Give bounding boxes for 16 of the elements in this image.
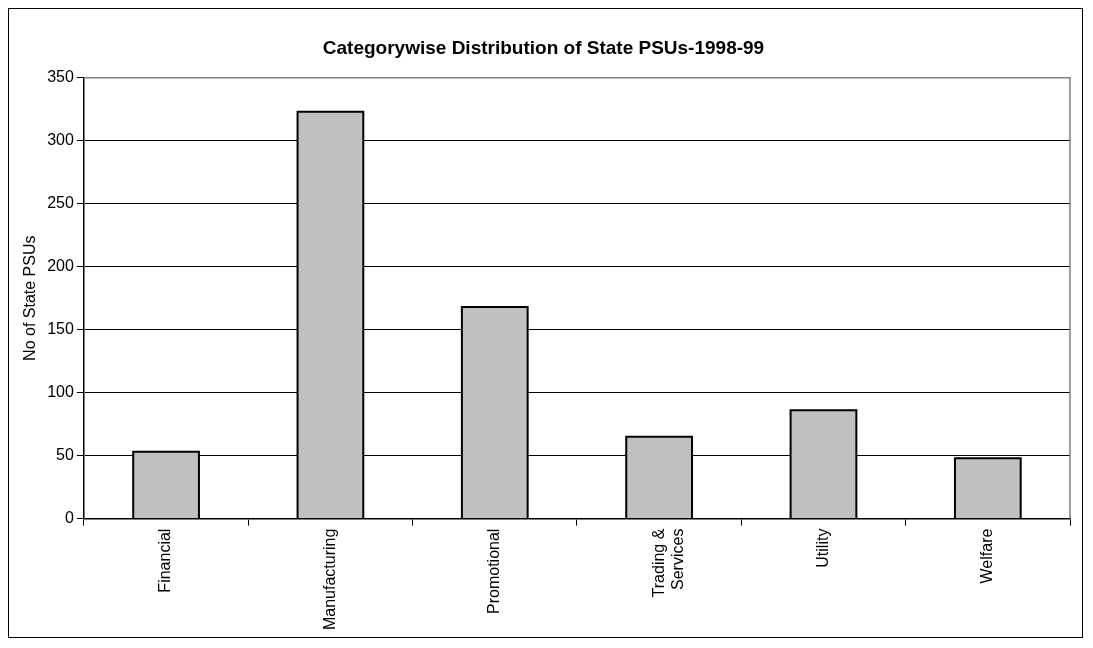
chart-title: Categorywise Distribution of State PSUs-1998-99 <box>322 36 765 58</box>
x-tick-label: Manufacturing <box>320 528 338 630</box>
x-tick-label: Welfare <box>978 528 996 584</box>
x-tick-label: Utility <box>813 528 831 568</box>
y-tick-label: 100 <box>47 383 74 401</box>
y-tick-label: 200 <box>47 257 74 275</box>
y-tick-label: 50 <box>56 446 74 464</box>
y-tick-label: 0 <box>64 509 74 527</box>
y-tick-label: 300 <box>47 131 74 149</box>
x-tick-label: Promotional <box>485 528 503 614</box>
y-tick-label: 250 <box>47 194 74 212</box>
y-axis-title: No of State PSUs <box>21 235 39 361</box>
x-tick-label: Trading & Services <box>649 528 686 598</box>
x-tick-label: Financial <box>156 528 174 593</box>
y-tick-label: 150 <box>47 320 74 338</box>
y-tick-label: 350 <box>47 68 74 86</box>
